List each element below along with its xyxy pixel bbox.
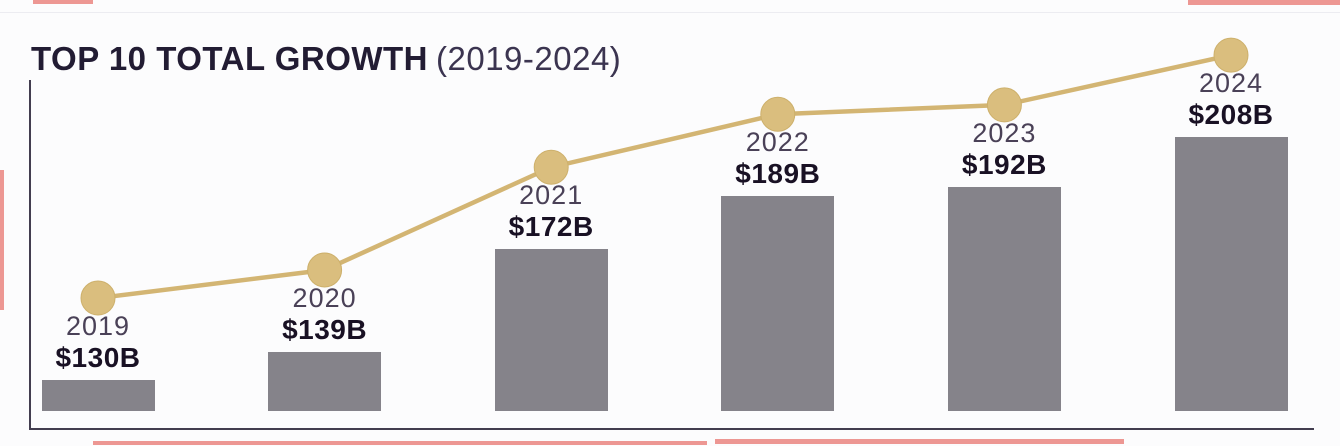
value-label: $189B bbox=[735, 158, 821, 190]
trend-line bbox=[97, 52, 1232, 301]
bar-2021 bbox=[494, 249, 608, 411]
chart-title-range: (2019-2024) bbox=[436, 40, 622, 77]
value-label: $208B bbox=[1188, 99, 1274, 131]
red-edge-mark-bottom-right bbox=[715, 439, 1124, 444]
column-label-2020: 2020 $139B bbox=[212, 282, 438, 346]
trend-marker-2022 bbox=[760, 96, 796, 132]
value-label: $139B bbox=[282, 314, 368, 345]
year-label: 2022 bbox=[745, 127, 810, 158]
trend-marker-2019 bbox=[80, 280, 116, 316]
year-label: 2019 bbox=[65, 311, 131, 342]
trend-marker-2020 bbox=[307, 252, 343, 288]
top-hairline-divider bbox=[0, 12, 1340, 13]
year-label: 2020 bbox=[292, 283, 357, 313]
column-label-2022: 2022 $189B bbox=[665, 126, 891, 190]
red-edge-mark-top-right bbox=[1188, 0, 1340, 5]
red-edge-mark-left bbox=[0, 170, 4, 310]
trend-marker-2024 bbox=[1213, 37, 1249, 73]
value-label: $130B bbox=[55, 342, 141, 374]
red-edge-mark-bottom-left bbox=[93, 441, 707, 445]
trend-marker-2023 bbox=[986, 87, 1022, 123]
bar-2019 bbox=[41, 380, 155, 411]
y-axis-line bbox=[29, 80, 31, 429]
value-label: $192B bbox=[961, 148, 1047, 180]
chart-title: TOP 10 TOTAL GROWTH (2019-2024) bbox=[31, 40, 621, 78]
chart-title-main: TOP 10 TOTAL GROWTH bbox=[31, 40, 428, 77]
x-axis-line bbox=[29, 428, 1314, 430]
bar-2023 bbox=[947, 186, 1061, 411]
bar-2022 bbox=[721, 196, 835, 411]
column-label-2021: 2021 $172B bbox=[438, 179, 664, 243]
column-label-2019: 2019 $130B bbox=[0, 310, 211, 374]
trend-marker-2021 bbox=[533, 149, 569, 185]
value-label: $172B bbox=[508, 211, 594, 243]
year-label: 2024 bbox=[1198, 68, 1264, 99]
column-label-2024: 2024 $208B bbox=[1118, 67, 1340, 131]
year-label: 2023 bbox=[972, 117, 1037, 148]
red-edge-mark-top-left bbox=[33, 0, 93, 4]
bar-2024 bbox=[1174, 137, 1288, 411]
column-label-2023: 2023 $192B bbox=[891, 117, 1117, 181]
bar-2020 bbox=[268, 352, 382, 411]
year-label: 2021 bbox=[519, 180, 584, 211]
